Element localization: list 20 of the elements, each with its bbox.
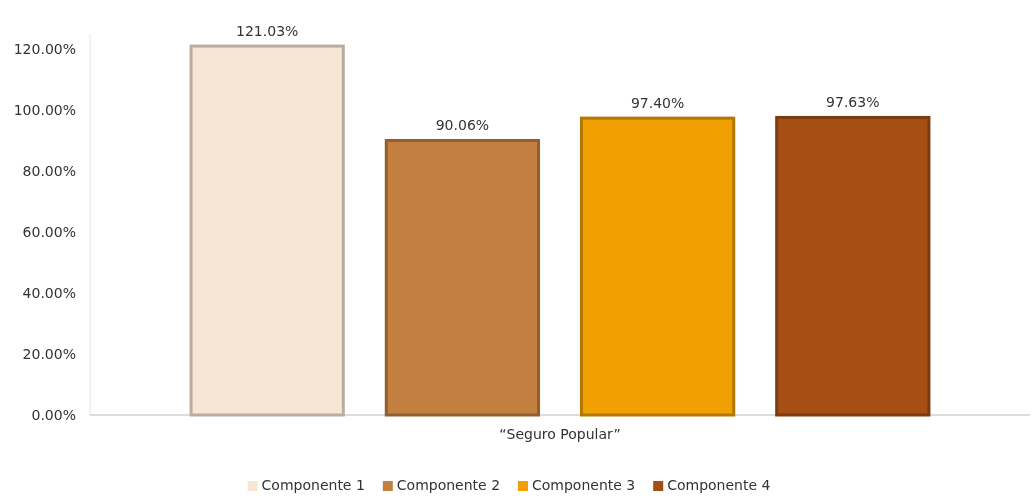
data-label: 90.06% — [435, 117, 490, 134]
y-tick-label: 20.00% — [22, 346, 76, 363]
y-tick-label: 120.00% — [13, 41, 76, 58]
data-label: 97.63% — [826, 94, 880, 111]
bar — [775, 115, 931, 417]
y-tick-label: 80.00% — [22, 163, 76, 180]
y-tick-label: 0.00% — [31, 406, 76, 423]
x-tick-label: “Seguro Popular” — [499, 425, 621, 442]
legend-label: Componente 2 — [396, 477, 501, 493]
y-tick-label: 100.00% — [13, 102, 76, 119]
legend-label: Componente 4 — [667, 477, 771, 493]
bar — [384, 139, 541, 417]
data-label: 121.03% — [236, 23, 299, 40]
bar — [189, 44, 345, 417]
legend-label: Componente 3 — [532, 477, 636, 493]
y-tick-label: 40.00% — [22, 285, 76, 302]
bar — [579, 116, 736, 417]
y-tick-label: 60.00% — [22, 224, 76, 241]
data-label: 97.40% — [630, 95, 685, 112]
legend-label: Componente 1 — [261, 477, 365, 493]
